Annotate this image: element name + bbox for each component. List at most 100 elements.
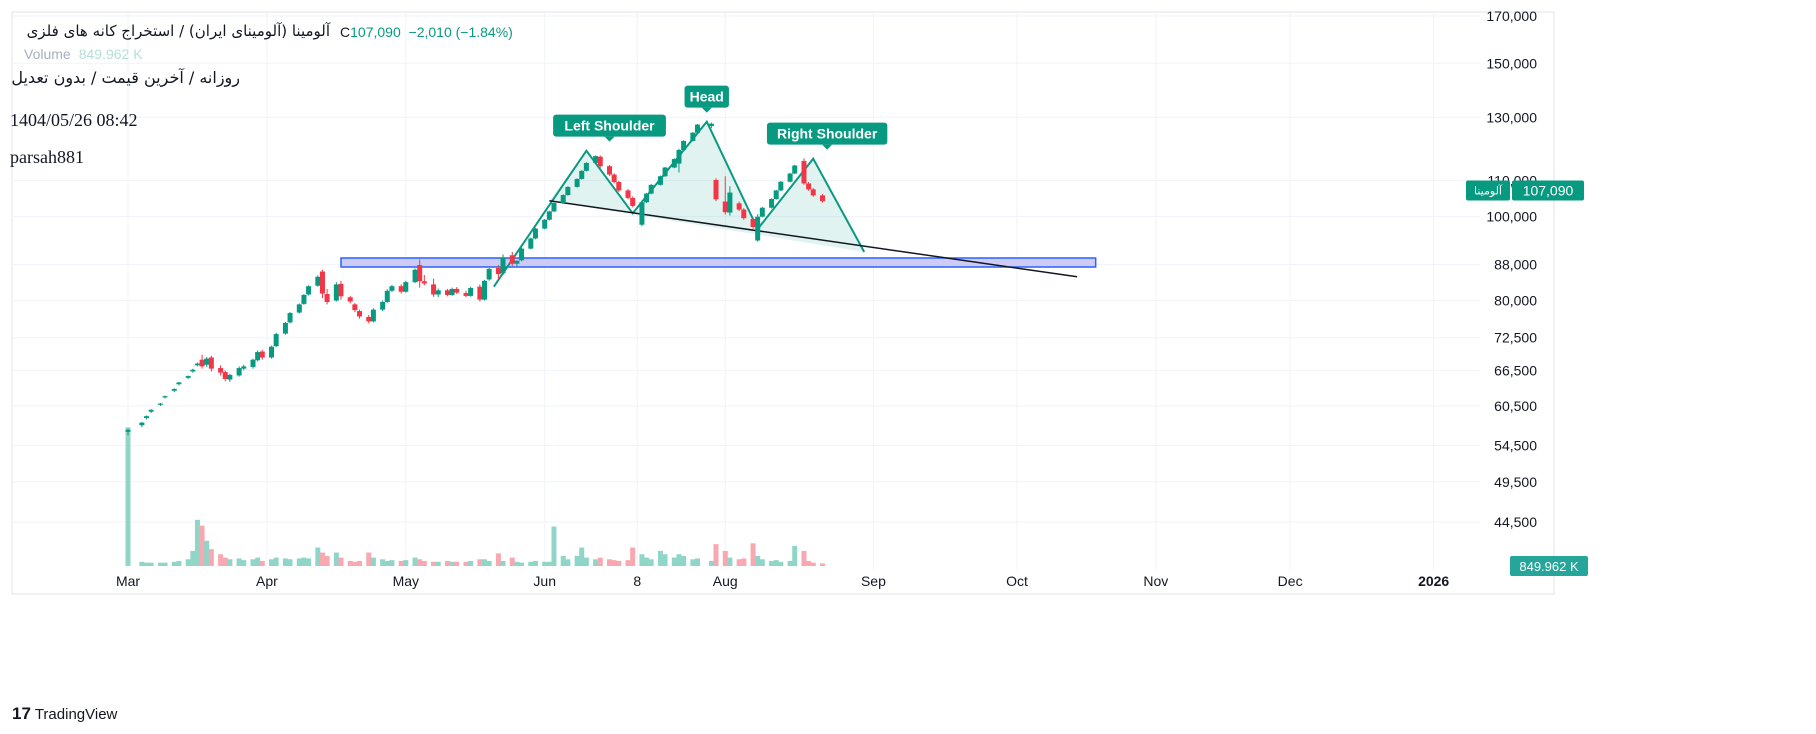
candle [227,373,233,382]
candle [454,287,460,295]
volume-bar [551,526,557,566]
candle-body [454,288,460,293]
neckline [549,200,1078,278]
volume-bar [236,558,242,566]
candle-body [227,374,233,380]
candle [639,200,645,227]
volume-bar [671,557,677,566]
candle-body [333,284,339,301]
candle-body [755,216,761,241]
candle [579,170,585,180]
pattern-fill [549,121,865,252]
candle [750,217,756,229]
candle [806,182,812,191]
volume-bar [694,558,700,566]
volume-bar [574,555,580,566]
candle [296,303,302,314]
x-tick-label: Dec [1278,573,1303,589]
volume-bar [366,552,372,566]
price-badge-value: 107,090 [1523,182,1574,198]
x-tick-label: Oct [1006,573,1028,589]
candle-body [514,260,520,264]
volume-bar [625,560,631,566]
candle-body [676,150,682,164]
volume-bar [616,560,622,566]
volume-bar [454,561,460,566]
volume-bar [806,560,812,566]
candle-body [324,294,330,302]
candle [694,124,700,134]
candle [431,278,437,297]
volume-bar [190,550,196,566]
volume-bar [435,561,441,566]
candle [607,164,613,176]
candle-body [792,165,798,174]
volume-bar [662,554,668,566]
volume-bar [542,561,548,566]
y-tick-label: 130,000 [1486,109,1537,125]
candle [444,288,450,297]
volume-bar [565,559,571,566]
volume-bar [495,553,501,566]
candle-body [463,293,469,296]
candle [287,312,293,324]
candle-body [565,186,571,196]
change-value: −2,010 (−1.84%) [408,24,513,40]
volume-bar [648,559,654,566]
candle [519,247,525,262]
volume-bar [204,540,210,566]
candle [199,354,205,369]
candle-body [759,207,765,217]
candle-body [403,282,409,292]
candle-body [741,209,747,219]
volume-bar [528,561,534,566]
candle-body [190,369,196,372]
candle-body [574,178,580,187]
volume-bar [255,557,261,566]
volume-bar [468,560,474,566]
candle [528,237,534,250]
candle-body [801,160,807,184]
volume-bar [444,560,450,566]
candle [787,172,793,183]
volume-bar [755,555,761,566]
candle [509,251,515,266]
pattern-label-box [766,122,888,145]
candle-body [357,311,362,317]
candle-body [639,202,645,225]
candle [357,309,362,319]
volume-bar [324,555,330,566]
volume-bar [639,554,645,566]
candle [417,259,423,288]
candle-body [681,140,687,151]
candle [690,132,696,142]
volume-bar [676,554,682,566]
candle [463,290,469,298]
volume-bar [157,562,163,566]
candle-body [370,309,376,322]
candle [282,321,288,335]
tradingview-logo[interactable]: 17 TradingView [12,704,117,724]
candle [306,285,312,296]
candle-body [657,176,663,185]
volume-bar [218,554,224,566]
candle [255,350,261,362]
candle-body [435,290,441,295]
volume-bar [125,427,131,566]
volume-bar [417,559,423,566]
candle-body [273,334,279,347]
candle-body [486,268,492,280]
candle-body [269,346,275,358]
candle-body [444,290,450,295]
candle [259,349,265,360]
candle [148,409,154,413]
candle [139,421,145,428]
candle-body [162,396,168,398]
candle-body [176,382,182,385]
candlesticks [125,122,825,436]
candle [551,202,557,213]
volume-bar [597,557,603,566]
volume-bar [801,550,807,566]
candle [611,173,617,184]
